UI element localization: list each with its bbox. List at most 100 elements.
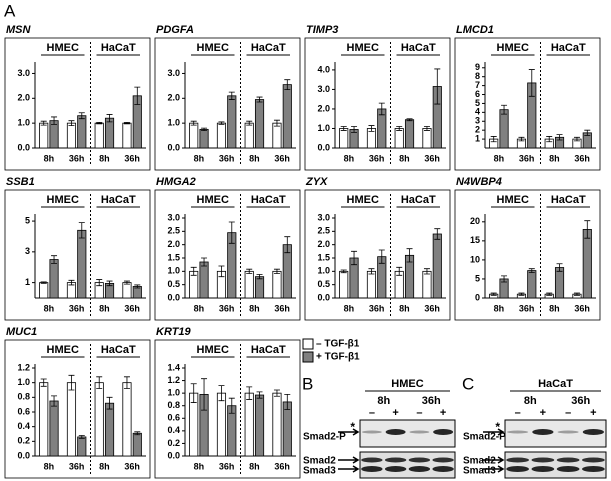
legend-swatch (302, 351, 314, 363)
bar (254, 394, 265, 457)
y-tick-label: 9 (475, 62, 480, 72)
chart-title: N4WBP4 (456, 176, 502, 188)
y-tick-label: 8 (475, 71, 480, 81)
band (408, 466, 431, 472)
blot-bottom (359, 451, 456, 479)
y-tick-label: 5 (25, 215, 30, 225)
bar (94, 122, 104, 149)
band (557, 430, 579, 434)
x-tick-label: 8h (494, 303, 505, 313)
band (432, 457, 454, 463)
chart-frame (154, 189, 301, 321)
y-tick-label: 0.8 (17, 392, 30, 402)
error-bar (96, 122, 103, 125)
legend-label: + TGF-β1 (316, 352, 360, 363)
error-bar (246, 120, 253, 126)
bar (394, 128, 404, 149)
bar (94, 382, 104, 457)
band-label: Smad3 (463, 466, 496, 477)
error-bar (256, 96, 263, 103)
y-tick-label: 1.4 (167, 362, 180, 372)
error-bar (190, 120, 197, 126)
error-bar (284, 394, 291, 410)
treatment-label: + (440, 407, 446, 419)
error-bar (106, 396, 113, 410)
bar (189, 122, 199, 149)
bar (527, 270, 537, 299)
error-bar (528, 69, 535, 97)
y-tick-label: 5 (475, 98, 480, 108)
error-bar (51, 395, 58, 407)
error-bar (201, 378, 208, 411)
y-tick-label: 0.0 (167, 450, 180, 460)
x-tick-label: 8h (344, 303, 355, 313)
bar (122, 282, 132, 299)
group-label: HMEC (47, 194, 79, 206)
y-tick-label: 5 (475, 273, 480, 283)
error-bar (423, 126, 430, 131)
error-bar (378, 102, 385, 116)
chart-frame (304, 37, 451, 171)
treatment-label: + (590, 407, 596, 419)
bar (199, 128, 209, 149)
bar (244, 122, 254, 149)
bar (282, 84, 292, 149)
band (507, 430, 529, 434)
error-bar (434, 228, 441, 240)
x-tick-label: 36h (369, 303, 385, 313)
band (532, 429, 554, 435)
y-tick-label: 1.0 (317, 123, 330, 133)
group-label: HMEC (347, 42, 379, 54)
error-bar (134, 431, 141, 436)
cell-label: HMEC (391, 378, 423, 390)
group-label: HMEC (497, 194, 529, 206)
bar (122, 382, 132, 457)
error-bar (218, 385, 225, 402)
y-tick-label: 1.5 (167, 252, 180, 262)
y-tick-label: 2 (475, 125, 480, 135)
y-tick-label: 0.6 (167, 413, 180, 423)
error-bar (246, 386, 253, 400)
panel-label: C (462, 374, 474, 393)
bar (244, 270, 254, 299)
bar (49, 400, 59, 457)
y-tick-label: 2.0 (317, 103, 330, 113)
error-bar (78, 435, 85, 439)
y-tick-label: 1.2 (167, 375, 180, 385)
y-tick-label: 2.0 (17, 93, 30, 103)
error-bar (501, 104, 508, 115)
treatment-label: – (565, 407, 571, 419)
bar (272, 270, 282, 299)
group-label: HMEC (197, 194, 229, 206)
chart-title: PDGFA (156, 24, 194, 36)
band (506, 457, 529, 463)
chart-frame (454, 189, 601, 321)
bar (199, 261, 209, 299)
y-tick-label: 10 (470, 254, 480, 264)
y-tick-label: 0.0 (167, 292, 180, 302)
error-bar (518, 292, 525, 296)
chart-title: MSN (6, 24, 32, 36)
band (556, 466, 580, 472)
y-tick-label: 1.0 (167, 118, 180, 128)
x-tick-label: 36h (124, 153, 140, 163)
bar (582, 229, 592, 299)
error-bar (106, 280, 113, 287)
bar (66, 122, 77, 149)
x-tick-label: 36h (69, 461, 85, 471)
y-tick-label: 2.0 (167, 239, 180, 249)
bar (216, 392, 227, 457)
time-label: 36h (571, 395, 590, 407)
y-tick-label: 1.2 (17, 362, 30, 372)
band-label: Smad2 (303, 456, 336, 467)
x-tick-label: 8h (549, 303, 560, 313)
error-bar (96, 279, 103, 287)
error-bar (556, 263, 563, 272)
error-bar (228, 91, 235, 100)
y-tick-label: 7 (475, 80, 480, 90)
band-label: Smad2-P (303, 432, 346, 443)
error-bar (68, 120, 75, 127)
error-bar (273, 389, 280, 397)
error-bar (134, 284, 141, 289)
x-tick-label: 36h (574, 303, 590, 313)
